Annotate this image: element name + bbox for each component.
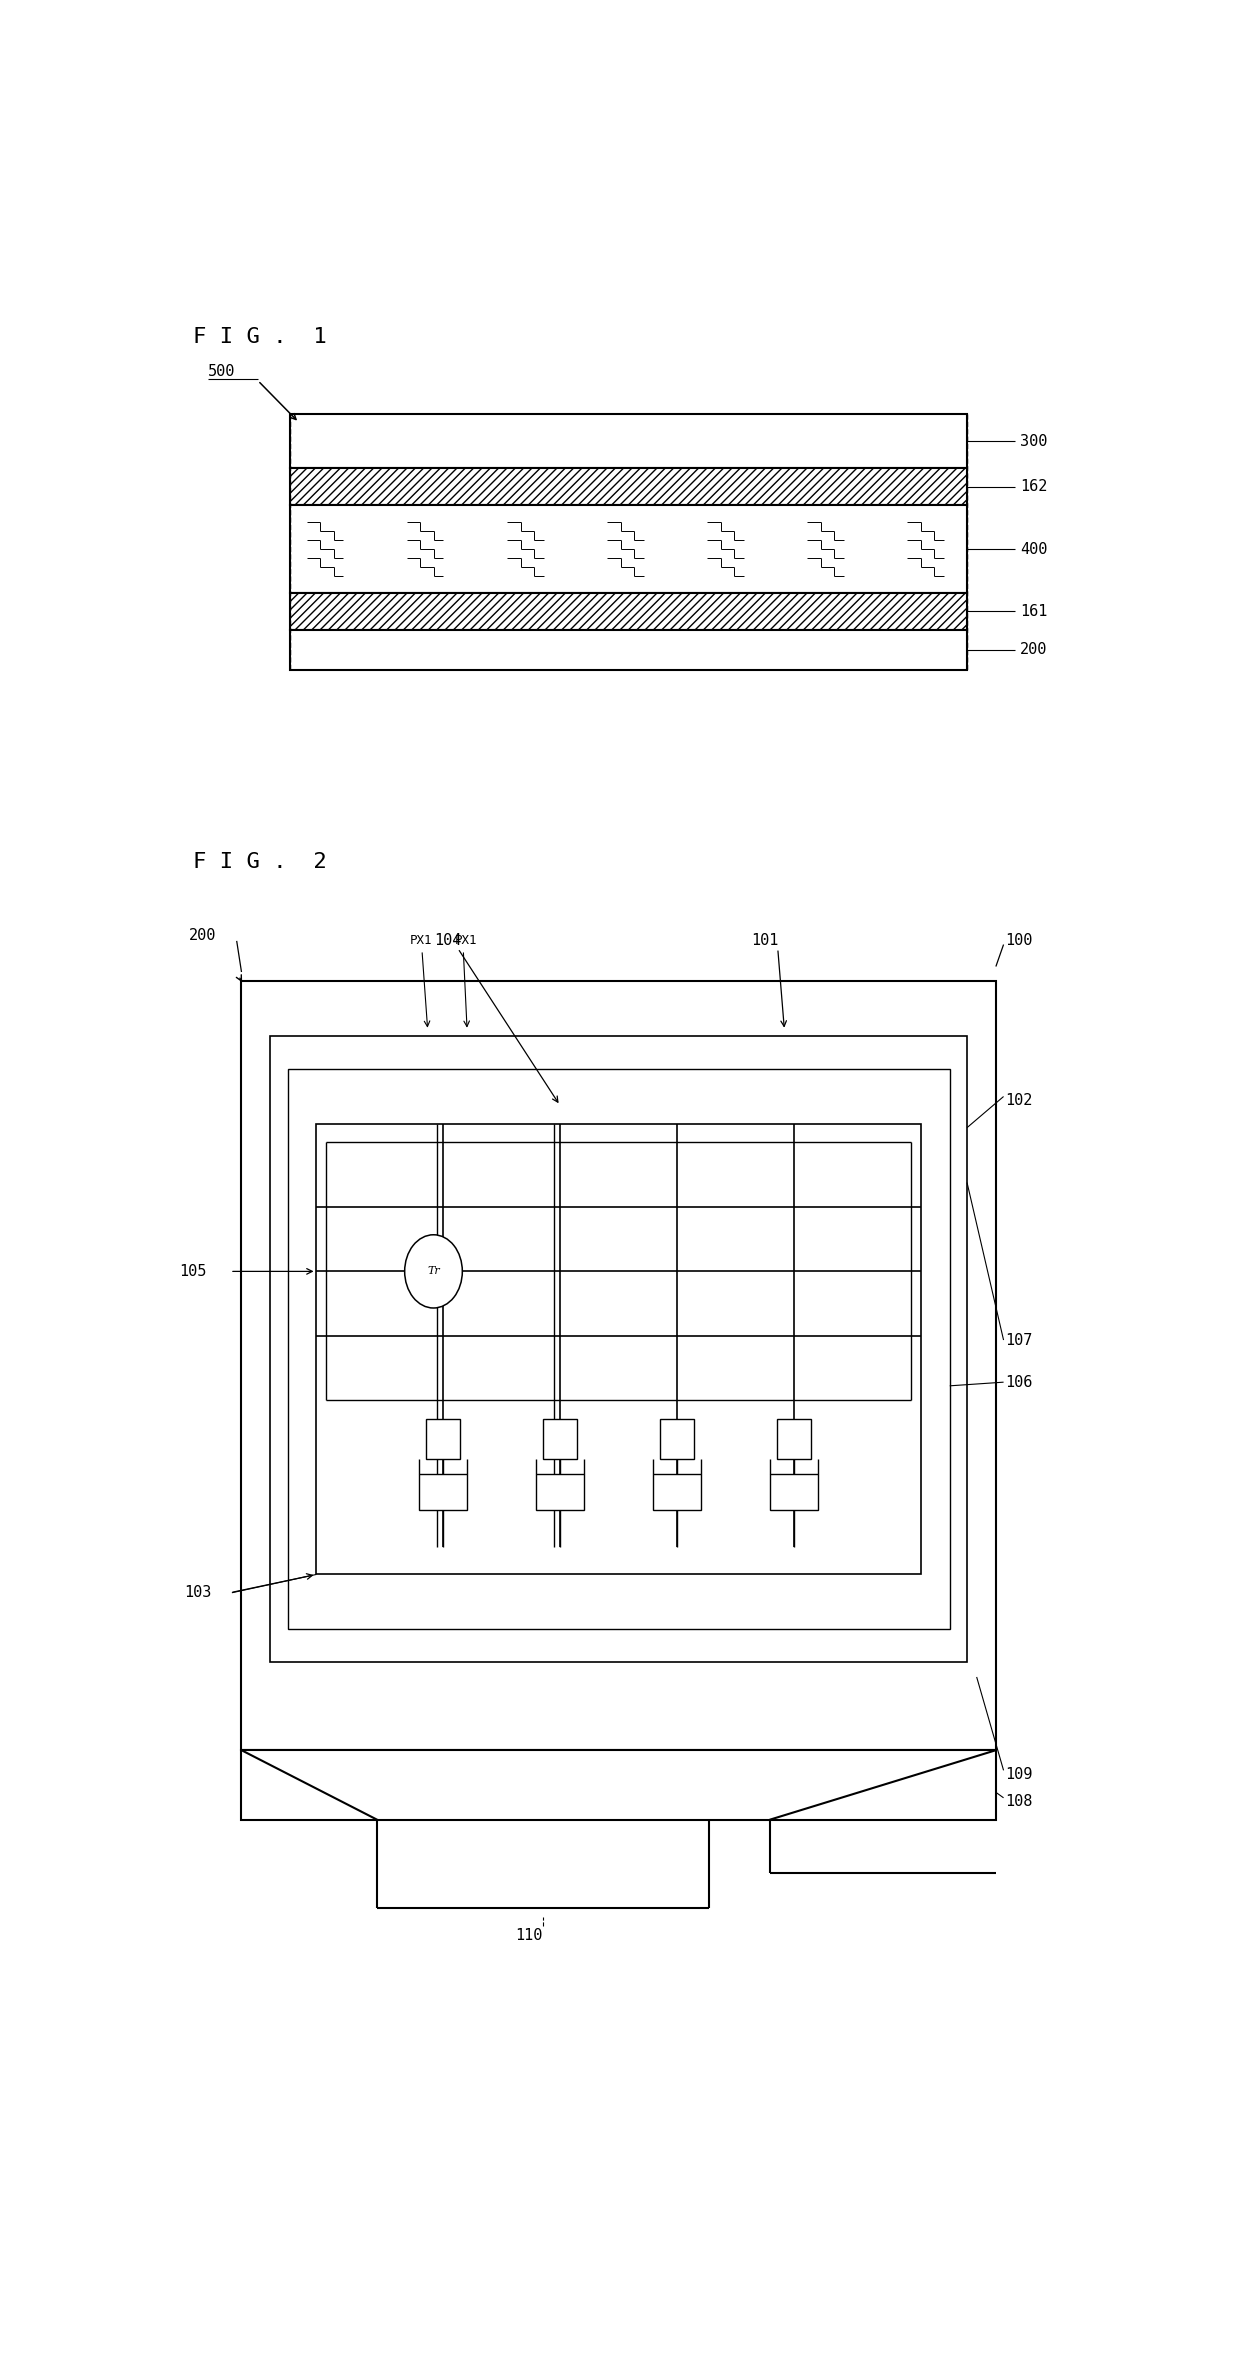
Bar [770, 1474, 818, 1510]
Text: 109: 109 [1006, 1767, 1033, 1781]
Bar [290, 468, 967, 504]
Text: 103: 103 [184, 1586, 211, 1600]
Bar [290, 630, 967, 671]
Text: 108: 108 [1006, 1793, 1033, 1810]
Bar [653, 1474, 702, 1510]
Bar [242, 1750, 996, 1819]
Text: 500: 500 [208, 364, 236, 378]
Text: 400: 400 [1019, 542, 1048, 556]
Text: PX1: PX1 [409, 935, 432, 946]
Text: 102: 102 [1006, 1092, 1033, 1108]
Bar [290, 504, 967, 592]
Bar [270, 1037, 967, 1662]
Text: Tr: Tr [427, 1267, 440, 1277]
Text: 107: 107 [1006, 1332, 1033, 1348]
Bar [661, 1420, 694, 1460]
Bar [290, 592, 967, 630]
Text: 100: 100 [1006, 935, 1033, 949]
Text: 106: 106 [1006, 1374, 1033, 1389]
Bar [777, 1420, 811, 1460]
Bar [536, 1474, 584, 1510]
Text: 162: 162 [1019, 480, 1048, 495]
Text: 110: 110 [515, 1929, 543, 1943]
Bar [290, 414, 967, 468]
Text: 105: 105 [179, 1263, 206, 1279]
Bar [242, 982, 996, 1750]
Text: F I G .  2: F I G . 2 [193, 851, 327, 873]
Ellipse shape [404, 1234, 463, 1308]
Bar [288, 1070, 950, 1629]
Text: 300: 300 [1019, 433, 1048, 449]
Text: 200: 200 [1019, 642, 1048, 656]
Text: PX1: PX1 [455, 935, 477, 946]
Text: 200: 200 [188, 927, 216, 944]
Text: 104: 104 [434, 935, 461, 949]
Bar [316, 1125, 921, 1574]
Bar [427, 1420, 460, 1460]
Text: 101: 101 [751, 935, 779, 949]
Text: F I G .  1: F I G . 1 [193, 326, 327, 347]
Text: 161: 161 [1019, 604, 1048, 618]
Bar [419, 1474, 467, 1510]
Bar [543, 1420, 577, 1460]
